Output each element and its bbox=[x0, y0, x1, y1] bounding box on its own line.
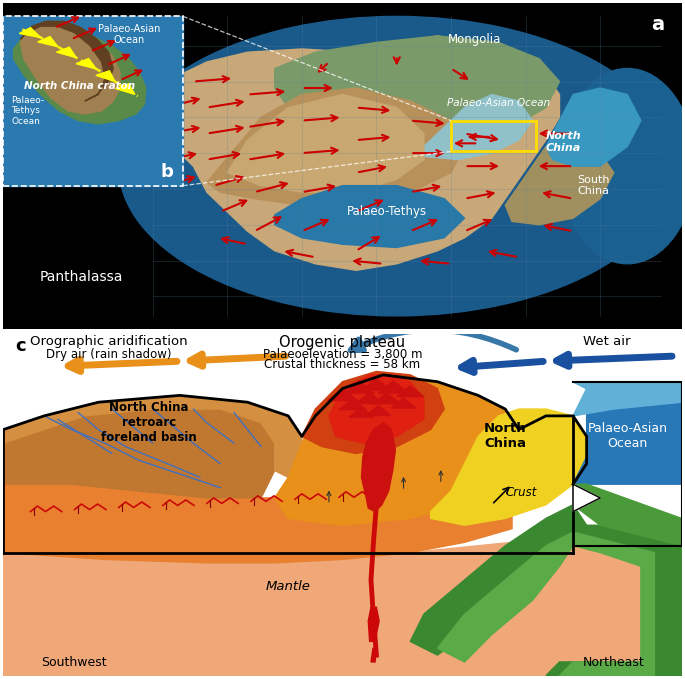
Polygon shape bbox=[275, 375, 519, 526]
Text: a: a bbox=[651, 15, 664, 34]
Polygon shape bbox=[366, 405, 390, 416]
Text: Crust: Crust bbox=[506, 486, 536, 499]
Polygon shape bbox=[116, 84, 135, 94]
Polygon shape bbox=[424, 94, 532, 160]
Text: Panthalassa: Panthalassa bbox=[40, 270, 123, 284]
Polygon shape bbox=[397, 386, 424, 397]
Polygon shape bbox=[339, 399, 366, 409]
Polygon shape bbox=[391, 398, 416, 408]
Polygon shape bbox=[573, 484, 682, 546]
Polygon shape bbox=[3, 464, 512, 563]
Polygon shape bbox=[96, 71, 115, 81]
Text: Palaeo-
Tethys
Ocean: Palaeo- Tethys Ocean bbox=[12, 96, 45, 126]
Polygon shape bbox=[506, 140, 614, 225]
Text: Mongolia: Mongolia bbox=[448, 33, 501, 45]
Polygon shape bbox=[327, 388, 358, 401]
Polygon shape bbox=[21, 21, 113, 101]
Polygon shape bbox=[275, 36, 560, 147]
Bar bbox=[3, 16, 183, 185]
Polygon shape bbox=[14, 23, 146, 124]
Polygon shape bbox=[362, 423, 395, 511]
Text: Southwest: Southwest bbox=[40, 656, 106, 669]
Text: Palaeoelevation = 3,800 m: Palaeoelevation = 3,800 m bbox=[263, 348, 422, 361]
Text: Crustal thickness = 58 km: Crustal thickness = 58 km bbox=[264, 358, 421, 371]
Polygon shape bbox=[21, 23, 120, 114]
Polygon shape bbox=[38, 37, 58, 47]
Text: Northeast: Northeast bbox=[582, 656, 645, 669]
Polygon shape bbox=[573, 382, 682, 416]
Text: Palaeo-Asian
Ocean: Palaeo-Asian Ocean bbox=[587, 422, 667, 450]
Text: b: b bbox=[160, 163, 173, 181]
Polygon shape bbox=[153, 36, 560, 270]
Polygon shape bbox=[373, 392, 400, 403]
Polygon shape bbox=[573, 484, 600, 511]
Polygon shape bbox=[546, 88, 641, 166]
Text: Palaeo-Asian Ocean: Palaeo-Asian Ocean bbox=[447, 98, 550, 108]
Polygon shape bbox=[369, 607, 379, 642]
Text: Palaeo-Tethys: Palaeo-Tethys bbox=[347, 205, 427, 218]
Polygon shape bbox=[56, 47, 76, 58]
Text: Dry air (rain shadow): Dry air (rain shadow) bbox=[46, 348, 171, 361]
Polygon shape bbox=[349, 407, 374, 417]
Polygon shape bbox=[19, 28, 40, 37]
Polygon shape bbox=[371, 648, 377, 662]
Text: Orogenic plateau: Orogenic plateau bbox=[279, 335, 406, 350]
Polygon shape bbox=[345, 381, 375, 393]
Ellipse shape bbox=[119, 16, 675, 316]
Text: c: c bbox=[16, 337, 26, 355]
Polygon shape bbox=[275, 185, 464, 247]
Text: Mantle: Mantle bbox=[266, 581, 311, 593]
Polygon shape bbox=[573, 382, 682, 484]
Polygon shape bbox=[302, 371, 445, 454]
Text: North China
retroarc
foreland basin: North China retroarc foreland basin bbox=[101, 401, 197, 444]
Bar bbox=[451, 121, 536, 151]
Text: Orographic aridification: Orographic aridification bbox=[29, 335, 188, 348]
Polygon shape bbox=[356, 392, 383, 403]
Text: North
China: North China bbox=[484, 422, 527, 450]
Polygon shape bbox=[207, 88, 464, 205]
Polygon shape bbox=[431, 409, 586, 526]
FancyArrowPatch shape bbox=[351, 330, 516, 350]
Polygon shape bbox=[3, 409, 275, 498]
Polygon shape bbox=[362, 378, 391, 390]
Ellipse shape bbox=[560, 69, 685, 263]
Polygon shape bbox=[378, 381, 408, 393]
Text: South
China: South China bbox=[577, 175, 610, 196]
Polygon shape bbox=[3, 395, 302, 477]
Polygon shape bbox=[410, 504, 682, 676]
Polygon shape bbox=[329, 375, 424, 443]
Text: North China craton: North China craton bbox=[24, 81, 135, 92]
Polygon shape bbox=[438, 532, 654, 676]
Polygon shape bbox=[227, 94, 424, 192]
Text: North
China: North China bbox=[546, 131, 582, 153]
Polygon shape bbox=[76, 58, 96, 69]
Bar bbox=[3, 16, 183, 185]
Text: Palaeo-Asian
Ocean: Palaeo-Asian Ocean bbox=[98, 24, 160, 45]
Polygon shape bbox=[3, 539, 682, 676]
Text: Wet air: Wet air bbox=[583, 335, 631, 348]
